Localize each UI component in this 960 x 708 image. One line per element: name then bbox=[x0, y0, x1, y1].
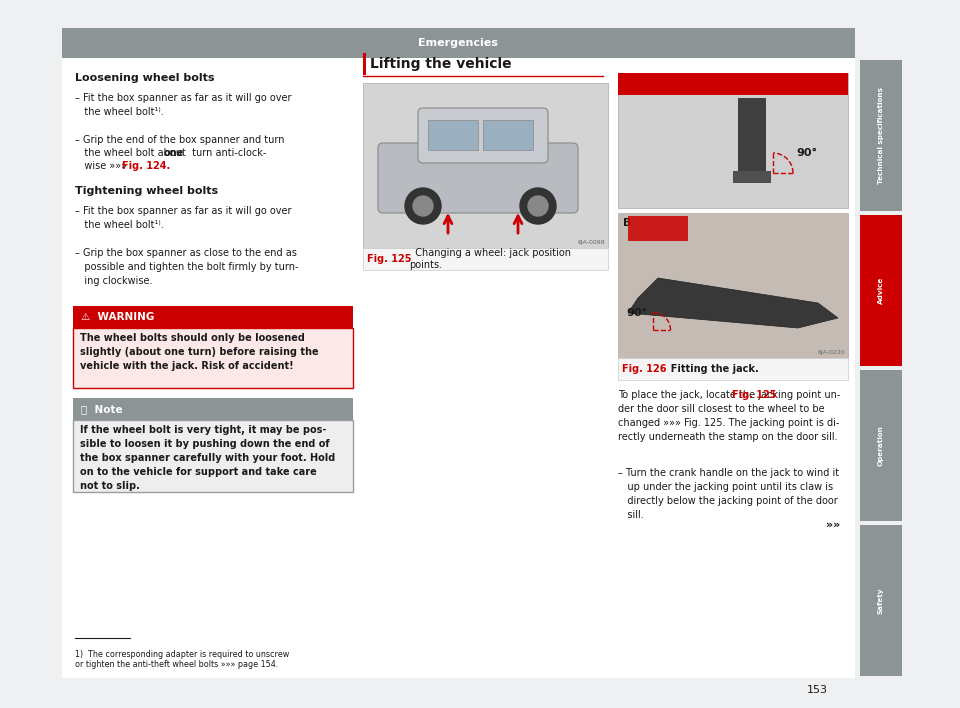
Circle shape bbox=[520, 188, 556, 224]
Text: Fig. 124.: Fig. 124. bbox=[122, 161, 170, 171]
Text: one: one bbox=[164, 148, 184, 158]
Text: turn anti-clock-: turn anti-clock- bbox=[189, 148, 266, 158]
FancyBboxPatch shape bbox=[855, 0, 960, 708]
Text: Safety: Safety bbox=[878, 587, 884, 614]
Text: Fig. 125: Fig. 125 bbox=[732, 390, 777, 400]
FancyBboxPatch shape bbox=[860, 215, 902, 366]
FancyBboxPatch shape bbox=[73, 306, 353, 328]
FancyBboxPatch shape bbox=[483, 120, 533, 150]
Text: 90°: 90° bbox=[796, 148, 817, 158]
Text: Fig. 126: Fig. 126 bbox=[622, 364, 666, 374]
FancyBboxPatch shape bbox=[860, 370, 902, 521]
FancyBboxPatch shape bbox=[738, 98, 766, 178]
FancyBboxPatch shape bbox=[733, 171, 771, 183]
FancyBboxPatch shape bbox=[628, 216, 688, 241]
Text: – Fit the box spanner as far as it will go over
   the wheel bolt¹⁾.: – Fit the box spanner as far as it will … bbox=[75, 93, 292, 117]
FancyBboxPatch shape bbox=[363, 248, 608, 270]
Text: 90°: 90° bbox=[626, 308, 647, 318]
Text: B: B bbox=[623, 218, 632, 228]
Text: Technical specifications: Technical specifications bbox=[878, 87, 884, 184]
Text: Loosening wheel bolts: Loosening wheel bolts bbox=[75, 73, 214, 83]
FancyBboxPatch shape bbox=[618, 358, 848, 380]
FancyBboxPatch shape bbox=[418, 108, 548, 163]
Text: »»: »» bbox=[826, 520, 840, 530]
Text: ⚠  WARNING: ⚠ WARNING bbox=[81, 312, 155, 322]
FancyBboxPatch shape bbox=[860, 525, 902, 676]
Text: wise »»»: wise »»» bbox=[75, 161, 131, 171]
Text: 6JA-0098: 6JA-0098 bbox=[577, 240, 605, 245]
FancyBboxPatch shape bbox=[0, 0, 62, 708]
FancyBboxPatch shape bbox=[618, 73, 848, 95]
Polygon shape bbox=[628, 278, 838, 328]
Text: – Grip the box spanner as close to the end as
   possible and tighten the bolt f: – Grip the box spanner as close to the e… bbox=[75, 248, 299, 286]
Text: Fig. 125: Fig. 125 bbox=[367, 254, 412, 264]
Circle shape bbox=[413, 196, 433, 216]
FancyBboxPatch shape bbox=[860, 60, 902, 211]
Text: To place the jack, locate the jacking point un-
der the door sill closest to the: To place the jack, locate the jacking po… bbox=[618, 390, 840, 442]
Text: the wheel bolt about: the wheel bolt about bbox=[75, 148, 189, 158]
FancyBboxPatch shape bbox=[428, 120, 478, 150]
Text: Advice: Advice bbox=[878, 277, 884, 304]
FancyBboxPatch shape bbox=[73, 420, 353, 492]
Text: Emergencies: Emergencies bbox=[418, 38, 498, 48]
FancyBboxPatch shape bbox=[618, 73, 848, 208]
Text: Fitting the jack.: Fitting the jack. bbox=[664, 364, 758, 374]
Text: If the wheel bolt is very tight, it may be pos-
sible to loosen it by pushing do: If the wheel bolt is very tight, it may … bbox=[80, 425, 335, 491]
FancyBboxPatch shape bbox=[618, 213, 848, 358]
Circle shape bbox=[405, 188, 441, 224]
Text: 1)  The corresponding adapter is required to unscrew
or tighten the anti-theft w: 1) The corresponding adapter is required… bbox=[75, 650, 289, 669]
Text: 6JA-0220: 6JA-0220 bbox=[817, 350, 845, 355]
Text: – Grip the end of the box spanner and turn: – Grip the end of the box spanner and tu… bbox=[75, 135, 284, 145]
FancyBboxPatch shape bbox=[62, 38, 855, 678]
Text: The wheel bolts should only be loosened
slightly (about one turn) before raising: The wheel bolts should only be loosened … bbox=[80, 333, 319, 371]
FancyBboxPatch shape bbox=[363, 83, 608, 248]
Text: – Turn the crank handle on the jack to wind it
   up under the jacking point unt: – Turn the crank handle on the jack to w… bbox=[618, 468, 839, 520]
Text: A: A bbox=[623, 78, 632, 88]
Text: Tightening wheel bolts: Tightening wheel bolts bbox=[75, 186, 218, 196]
Text: Changing a wheel: jack position
points.: Changing a wheel: jack position points. bbox=[409, 248, 571, 270]
Text: Operation: Operation bbox=[878, 425, 884, 466]
Text: – Fit the box spanner as far as it will go over
   the wheel bolt¹⁾.: – Fit the box spanner as far as it will … bbox=[75, 206, 292, 230]
FancyBboxPatch shape bbox=[73, 328, 353, 388]
FancyBboxPatch shape bbox=[73, 398, 353, 420]
FancyBboxPatch shape bbox=[62, 678, 855, 708]
FancyBboxPatch shape bbox=[363, 53, 366, 75]
FancyBboxPatch shape bbox=[62, 28, 855, 58]
Circle shape bbox=[528, 196, 548, 216]
Text: ⓘ  Note: ⓘ Note bbox=[81, 404, 123, 414]
Text: 153: 153 bbox=[807, 685, 828, 695]
FancyBboxPatch shape bbox=[378, 143, 578, 213]
Text: Lifting the vehicle: Lifting the vehicle bbox=[370, 57, 512, 71]
